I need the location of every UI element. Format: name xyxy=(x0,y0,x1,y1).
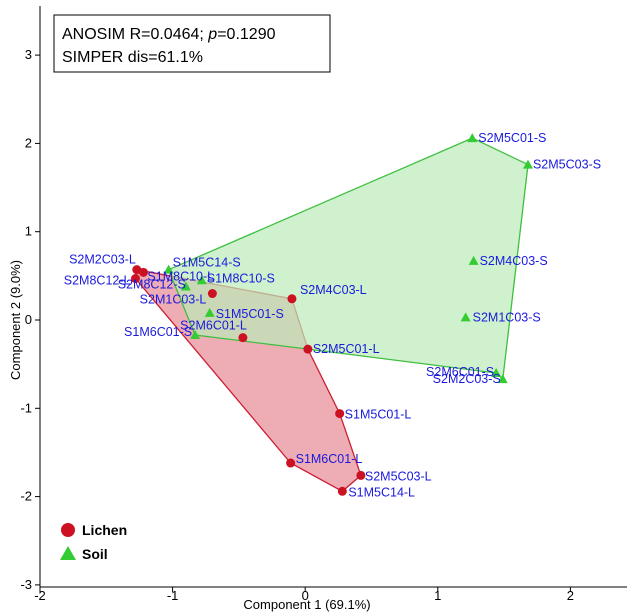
label-s2m6c01-s: S2M6C01-S xyxy=(426,365,494,379)
point-s1m5c14-s xyxy=(163,264,174,274)
x-tick-label: 1 xyxy=(434,588,441,603)
x-tick-label: 0 xyxy=(302,588,309,603)
legend: Lichen Soil xyxy=(60,522,127,562)
point-s2m6c01-s xyxy=(491,367,502,377)
point-s1m5c01-l xyxy=(335,409,345,419)
label-s1m8c10-s: S1M8C10-S xyxy=(207,271,275,285)
label-s2m5c03-s: S2M5C03-S xyxy=(533,158,601,172)
stats-simper: SIMPER dis=61.1% xyxy=(62,49,203,66)
label-s2m5c01-s: S2M5C01-S xyxy=(478,131,546,145)
label-s1m5c14-s: S1M5C14-S xyxy=(173,256,241,270)
point-s1m5c01-s xyxy=(204,307,215,317)
label-s2m2c03-l: S2M2C03-L xyxy=(69,253,136,267)
label-s1m5c01-s: S1M5C01-S xyxy=(216,307,284,321)
legend-lichen-marker xyxy=(61,523,75,537)
y-tick-label: -1 xyxy=(20,400,32,415)
legend-soil-label: Soil xyxy=(82,546,108,562)
label-s1m5c01-l: S1M5C01-L xyxy=(345,408,412,422)
label-s2m1c03-s: S2M1C03-S xyxy=(473,310,541,324)
point-s1m6c01-l xyxy=(286,458,296,468)
point-s2m5c01-l xyxy=(303,344,313,354)
legend-lichen-label: Lichen xyxy=(82,522,127,538)
label-s2m5c03-l: S2M5C03-L xyxy=(365,469,432,483)
point-s2m4c03-s xyxy=(468,255,479,265)
label-s1m8c10-l: S1M8C10-L xyxy=(147,269,214,283)
label-s1m6c01-l: S1M6C01-L xyxy=(296,452,363,466)
stats-anosim: ANOSIM R=0.0464; p=0.1290 xyxy=(62,26,276,43)
y-tick-label: -2 xyxy=(20,489,32,504)
x-axis-title: Component 1 (69.1%) xyxy=(243,597,370,612)
point-s2m1c03-s xyxy=(460,312,471,322)
point-s1m8c10-s xyxy=(196,275,207,285)
point-s2m5c03-s xyxy=(522,159,533,169)
y-tick-label: 2 xyxy=(25,135,32,150)
y-tick-label: -3 xyxy=(20,577,32,592)
data-points xyxy=(130,133,533,496)
point-s2m8c12-l xyxy=(130,273,140,283)
group-hulls xyxy=(134,137,529,493)
label-s2m4c03-l: S2M4C03-L xyxy=(300,283,367,297)
point-s1m6c01-s xyxy=(190,330,201,340)
label-s2m8c12-s: S2M8C12-S xyxy=(118,277,186,291)
point-s2m2c03-s xyxy=(497,374,508,384)
y-tick-label: 1 xyxy=(25,224,32,239)
x-tick-label: 2 xyxy=(567,588,574,603)
point-s1m8c10-l xyxy=(138,267,148,277)
label-s2m5c01-l: S2M5C01-L xyxy=(313,342,380,356)
label-s1m6c01-s: S1M6C01-S xyxy=(124,325,192,339)
x-tick-label: -2 xyxy=(34,588,46,603)
y-tick-label: 0 xyxy=(25,312,32,327)
stats-box: ANOSIM R=0.0464; p=0.1290 SIMPER dis=61.… xyxy=(53,14,331,73)
legend-soil-marker xyxy=(60,546,76,560)
label-s1m5c14-l: S1M5C14-L xyxy=(348,485,415,499)
y-axis-title: Component 2 (9.0%) xyxy=(8,260,23,380)
label-s2m2c03-s: S2M2C03-S xyxy=(433,372,501,386)
point-s2m5c03-l xyxy=(356,470,366,480)
x-tick-label: -1 xyxy=(167,588,179,603)
y-tick-label: 3 xyxy=(25,47,32,62)
point-s2m6c01-l xyxy=(238,333,248,343)
point-s2m5c01-s xyxy=(467,133,478,143)
label-s2m8c12-l: S2M8C12-L xyxy=(64,273,131,287)
point-s2m1c03-l xyxy=(207,289,217,299)
point-s2m8c12-s xyxy=(180,281,191,291)
point-labels: S2M2C03-L S2M8C12-L S1M8C10-L S2M1C03-L S2M4… xyxy=(64,131,601,499)
point-s2m4c03-l xyxy=(287,294,297,304)
label-s2m1c03-l: S2M1C03-L xyxy=(140,293,207,307)
label-s2m6c01-l: S2M6C01-L xyxy=(180,319,247,333)
point-s1m5c14-l xyxy=(337,486,347,496)
label-s2m4c03-s: S2M4C03-S xyxy=(480,254,548,268)
